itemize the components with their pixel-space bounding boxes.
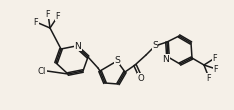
Text: N: N	[75, 41, 81, 50]
Text: N: N	[163, 54, 169, 63]
Text: Cl: Cl	[38, 67, 46, 75]
Text: F: F	[214, 64, 218, 73]
Text: F: F	[34, 17, 38, 27]
Text: F: F	[213, 53, 217, 62]
Text: S: S	[152, 40, 158, 50]
Text: O: O	[138, 73, 144, 82]
Text: S: S	[114, 56, 120, 64]
Text: F: F	[46, 9, 50, 18]
Text: F: F	[56, 12, 60, 20]
Text: F: F	[207, 73, 211, 82]
